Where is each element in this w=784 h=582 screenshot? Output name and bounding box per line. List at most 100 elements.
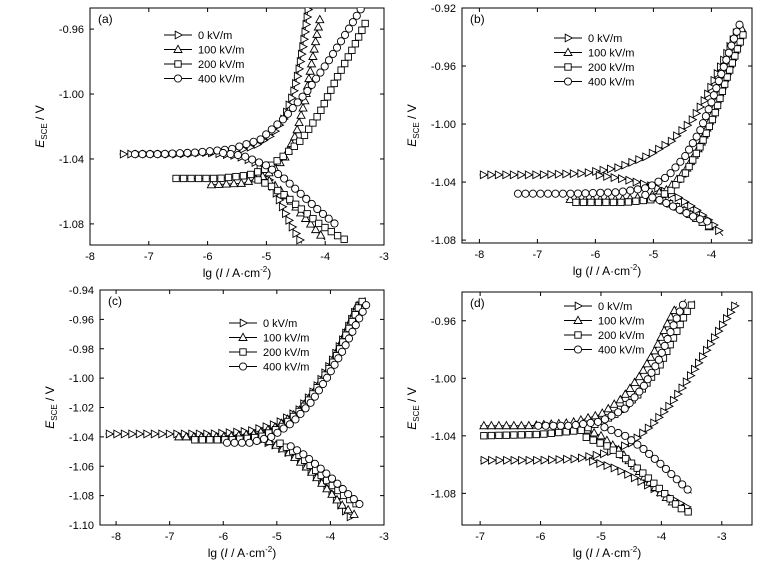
data-point <box>701 112 710 121</box>
data-point <box>316 464 325 473</box>
data-point <box>510 431 518 439</box>
data-point <box>627 436 636 445</box>
data-point <box>354 33 363 41</box>
data-point <box>668 202 678 211</box>
data-point <box>302 194 311 203</box>
data-point <box>324 56 334 65</box>
legend-marker <box>238 332 248 341</box>
data-point <box>667 186 675 195</box>
legend-marker <box>238 362 248 371</box>
data-point <box>305 125 313 133</box>
data-point <box>532 170 542 180</box>
data-point <box>344 53 352 61</box>
data-point <box>642 358 652 368</box>
data-point <box>723 313 732 324</box>
data-point <box>666 328 675 337</box>
data-point <box>198 147 207 156</box>
data-point <box>639 381 649 390</box>
y-tick-label: -0.92 <box>431 3 456 15</box>
data-point <box>712 84 721 93</box>
data-point <box>555 455 565 465</box>
data-point <box>232 172 240 181</box>
data-point <box>589 436 597 444</box>
y-label-sub: SCE <box>412 122 421 138</box>
data-point <box>625 175 635 185</box>
data-point <box>229 178 239 188</box>
data-point <box>621 160 631 170</box>
data-point <box>337 500 347 509</box>
data-point <box>630 473 640 483</box>
data-point <box>629 377 640 387</box>
data-point <box>294 117 304 126</box>
data-point <box>665 401 674 411</box>
data-point <box>600 449 609 459</box>
y-tick-label: -1.00 <box>431 373 456 385</box>
data-point <box>533 455 542 465</box>
x-axis-label: lg (I / A·cm-2) <box>208 545 276 560</box>
data-point <box>693 205 702 215</box>
data-point <box>711 108 719 117</box>
data-point <box>279 424 288 433</box>
x-tick-label: -7 <box>475 531 485 543</box>
data-point <box>344 490 353 499</box>
x-label-var: I <box>219 266 223 280</box>
data-point <box>599 165 609 175</box>
x-tick-label: -7 <box>533 249 543 261</box>
data-point <box>639 469 647 477</box>
data-point <box>615 394 626 404</box>
data-point <box>626 186 635 195</box>
legend-label: 400 kV/m <box>598 345 644 357</box>
data-point <box>672 181 680 189</box>
panel-label: (c) <box>108 294 122 308</box>
y-tick-label: -0.94 <box>69 285 94 297</box>
data-point <box>655 412 664 422</box>
legend-marker <box>563 77 573 86</box>
legend-label: 100 kV/m <box>598 316 644 328</box>
data-point <box>153 150 162 159</box>
y-tick-label: -1.04 <box>69 432 94 444</box>
data-point <box>676 320 684 329</box>
data-point <box>683 485 692 494</box>
data-point <box>661 489 669 498</box>
x-tick-label: -5 <box>272 531 282 543</box>
data-point <box>731 52 739 60</box>
data-point <box>222 438 232 447</box>
y-tick-label: -1.08 <box>69 491 94 503</box>
x-tick-label: -6 <box>536 531 546 543</box>
data-point <box>728 59 736 67</box>
data-point <box>315 230 326 239</box>
data-point <box>632 177 642 187</box>
legend-marker <box>574 301 584 311</box>
data-point <box>317 106 325 114</box>
data-point <box>298 92 307 101</box>
data-point <box>731 301 740 311</box>
legend-marker <box>574 331 582 339</box>
data-point <box>677 504 686 513</box>
data-point <box>299 450 308 459</box>
data-point <box>344 334 354 343</box>
data-point <box>596 458 606 469</box>
data-point <box>316 68 325 77</box>
y-tick-label: -1.00 <box>59 89 84 101</box>
data-point <box>678 300 687 309</box>
data-point <box>235 142 244 151</box>
data-point <box>268 165 277 174</box>
data-point <box>296 189 305 198</box>
legend-label: 0 kV/m <box>588 33 622 45</box>
legend-marker <box>174 60 182 68</box>
data-point <box>611 188 620 197</box>
x-tick-label: -3 <box>717 531 727 543</box>
data-point <box>683 307 691 315</box>
data-point <box>509 420 519 430</box>
data-point <box>275 195 285 205</box>
data-point <box>296 137 304 145</box>
data-point <box>571 421 580 430</box>
data-point <box>682 209 691 218</box>
data-point <box>534 421 543 430</box>
data-point <box>254 168 262 176</box>
data-point <box>620 404 629 413</box>
data-point <box>625 383 635 392</box>
data-point <box>303 86 312 96</box>
data-point <box>554 169 564 179</box>
data-point <box>674 192 684 203</box>
